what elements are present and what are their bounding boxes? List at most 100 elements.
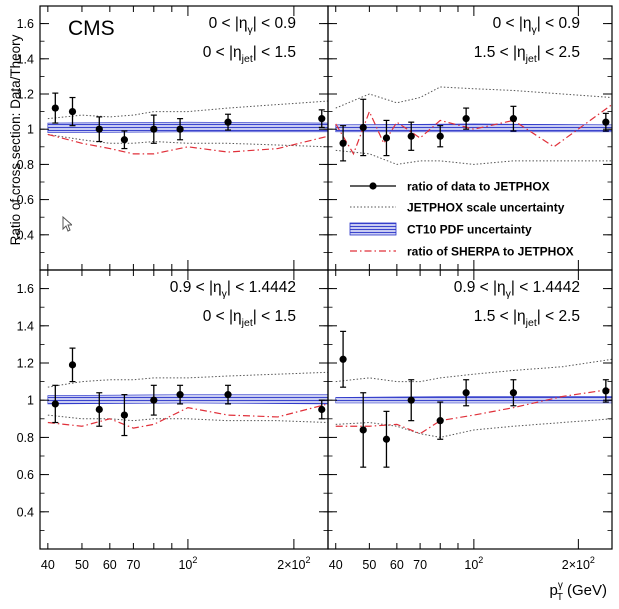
data-point [224,384,232,405]
x-tick-label: 70 [413,558,427,572]
data-point [339,330,347,388]
data-point [51,92,59,124]
data-point [407,379,415,422]
y-tick-label: 0.4 [17,505,34,519]
y-tick-label: 0.8 [17,431,34,445]
legend-entry-scale: JETPHOX scale uncertainty [350,201,565,215]
y-tick-label: 0.8 [17,158,34,172]
data-marker [224,391,232,399]
data-point [382,119,391,157]
pdf-uncertainty-band [335,396,613,404]
data-marker [359,123,367,132]
scale-upper-curve [47,371,329,388]
data-marker [407,396,415,404]
data-marker [176,391,184,399]
x-tick-label: 40 [41,558,55,572]
data-point [120,130,128,150]
x-tick-label: 102 [178,555,197,572]
scale-lower-curve [47,133,329,148]
data-marker [176,125,184,133]
region-label: 0.9 < |ηγ| < 1.4442 [170,279,296,300]
region-label: 0 < |ηjet| < 1.5 [203,308,296,329]
panels-layer: 0 < |ηγ| < 0.9 0 < |ηjet| < 1.5 0 < |ηγ| <… [39,5,613,550]
legend-label: ratio of data to JETPHOX [407,180,550,194]
pdf-uncertainty-band [47,394,329,405]
sherpa-ratio-curve [47,133,329,155]
scale-upper-curve [47,100,329,120]
legend-label: CT10 PDF uncertainty [407,223,532,237]
data-marker [224,118,232,126]
region-label: 1.5 < |ηjet| < 2.5 [474,308,580,329]
data-point [51,384,59,424]
data-marker [68,361,77,369]
axis-text-layer: CMS 0.4 0.6 0.8 1 1.2 1.4 1.6 0.4 0.6 0.8 1 1.2 1.4 1.… [8,17,607,603]
data-marker [68,108,77,116]
sherpa-ratio-curve [47,403,329,429]
data-point [176,384,184,405]
y-tick-label: 1.2 [17,88,34,102]
data-point [462,379,470,407]
data-marker [120,136,128,144]
data-point [150,384,158,416]
y-tick-label: 1.4 [17,319,34,333]
mouse-cursor-icon [62,216,72,232]
data-point [339,125,347,162]
data-point [120,394,128,437]
data-point [436,125,444,148]
x-axis-title: pγ T (GeV) [550,580,607,603]
y-tick-label: 1.6 [17,282,34,296]
x-tick-label: 2×102 [277,555,310,572]
data-marker [509,389,518,397]
data-marker [51,400,59,408]
data-marker [382,134,391,142]
region-label: 0 < |ηjet| < 1.5 [203,44,296,65]
y-tick-label: 1 [27,123,34,137]
legend-pdf-swatch [349,222,397,236]
legend-data-marker [369,182,377,190]
legend-label: ratio of SHERPA to JETPHOX [407,245,574,259]
legend-label: JETPHOX scale uncertainty [407,201,565,215]
region-label: 0 < |ηγ| < 0.9 [493,15,580,36]
data-marker [602,387,610,395]
y-tick-label: 1.6 [17,17,34,31]
data-marker [509,115,518,123]
y-tick-label: 0.6 [17,193,34,207]
data-marker [318,115,326,123]
x-tick-label: 40 [329,558,343,572]
data-point [68,347,77,383]
data-point [509,379,518,407]
scale-upper-curve [335,358,613,383]
data-point [95,392,103,427]
x-tick-label: 50 [362,558,376,572]
data-marker [462,389,470,397]
scale-upper-curve [335,86,613,109]
data-marker [318,405,326,414]
data-point [150,114,158,144]
region-label: 0 < |ηγ| < 0.9 [209,15,296,36]
x-tick-label: 50 [75,558,89,572]
data-point [436,401,444,440]
data-marker [407,132,415,140]
panel-2: 0 < |ηγ| < 0.9 1.5 < |ηjet| < 2.5 [327,5,613,271]
data-marker [120,411,128,419]
data-point [318,109,326,129]
x-tick-label: 102 [464,555,483,572]
panel-4: 0.9 < |ηγ| < 1.4442 1.5 < |ηjet| < 2.5 [327,269,613,550]
legend: ratio of data to JETPHOX JETPHOX scale un… [349,180,574,259]
pdf-uncertainty-band [47,121,329,134]
y-tick-label: 1.2 [17,357,34,371]
data-marker [95,125,103,133]
legend-entry-data: ratio of data to JETPHOX [350,180,550,194]
data-point [462,107,470,130]
data-point [95,116,103,143]
data-point [176,118,184,141]
data-point [68,96,77,127]
legend-entry-sherpa: ratio of SHERPA to JETPHOX [350,245,574,259]
data-point [359,392,367,468]
data-marker [339,355,347,363]
sherpa-ratio-curve [335,388,613,435]
y-tick-label: 0.4 [17,228,34,242]
cms-label: CMS [68,17,115,40]
data-point [224,113,232,131]
